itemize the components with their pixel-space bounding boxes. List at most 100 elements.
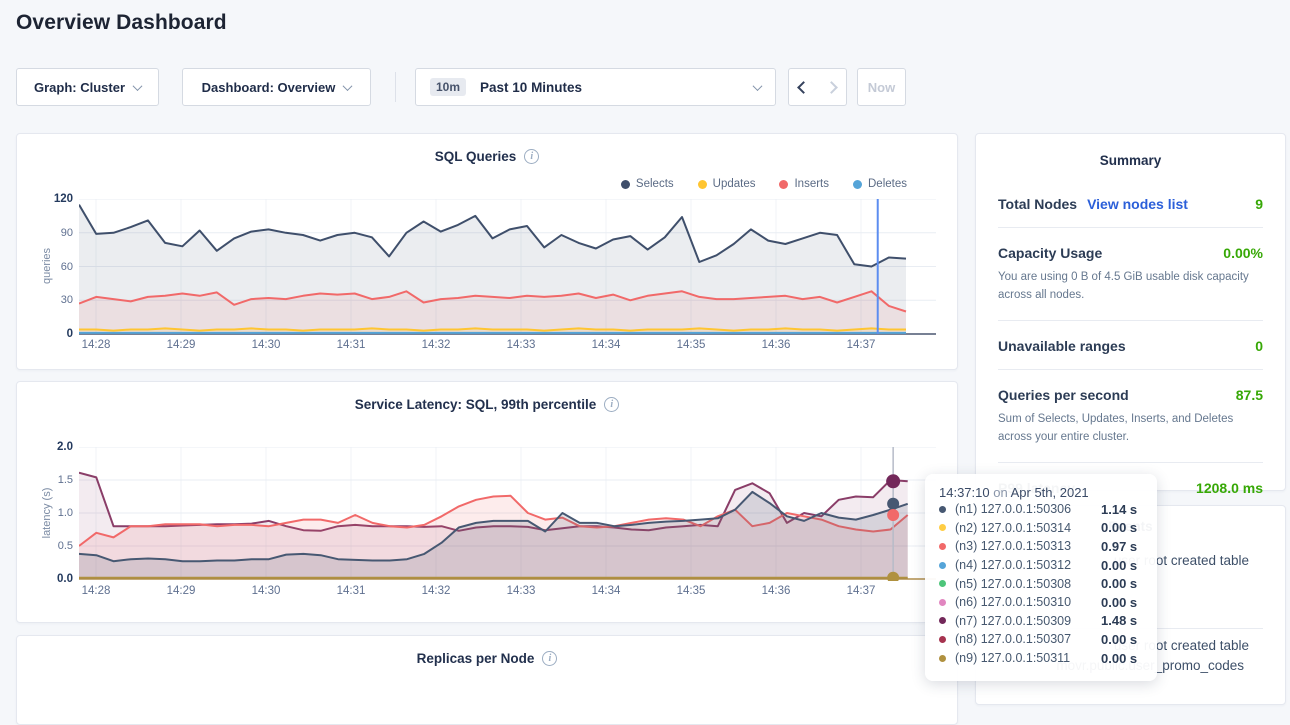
x-tick-label: 14:37 (846, 339, 876, 351)
x-tick-label: 14:37 (846, 585, 876, 597)
service-latency-title: Service Latency: SQL, 99th percentile i (17, 397, 957, 412)
sql-queries-plot[interactable] (78, 198, 936, 341)
node-latency-value: 0.00 s (1101, 576, 1138, 592)
chart-hover-tooltip: 14:37:10 on Apr 5th, 2021 (n1) 127.0.0.1… (925, 474, 1157, 681)
legend-item-inserts[interactable]: Inserts (779, 178, 829, 190)
divider (998, 461, 1263, 463)
node-address: (n8) 127.0.0.1:50307 (955, 632, 1072, 647)
tooltip-timestamp: 14:37:10 on Apr 5th, 2021 (939, 485, 1143, 500)
x-tick-label: 14:30 (251, 339, 281, 351)
legend-dot (620, 179, 630, 189)
x-axis-ticks: 14:28 14:29 14:30 14:31 14:32 14:33 14:34 14:35… (79, 585, 936, 601)
y-tick-label: 0.5 (57, 540, 73, 552)
node-color-dot (939, 617, 946, 625)
y-tick-label: 120 (53, 193, 73, 205)
capacity-label: Capacity Usage (998, 245, 1103, 261)
chart-title-text: Replicas per Node (416, 651, 535, 666)
x-tick-label: 14:33 (506, 585, 536, 597)
chevron-down-icon (132, 80, 143, 91)
chevron-down-icon (342, 80, 353, 91)
legend-label: Inserts (794, 178, 829, 190)
node-address: (n4) 127.0.0.1:50312 (955, 558, 1072, 573)
y-tick-label: 1.5 (57, 474, 73, 486)
sql-queries-title: SQL Queries i (17, 149, 957, 164)
legend-item-updates[interactable]: Updates (697, 178, 755, 190)
node-color-dot (939, 505, 946, 513)
x-tick-label: 14:35 (676, 339, 706, 351)
view-nodes-list-link[interactable]: View nodes list (1087, 196, 1188, 212)
x-tick-label: 14:34 (591, 339, 621, 351)
tooltip-node-row: (n7) 127.0.0.1:50309 1.48 s (939, 612, 1143, 631)
replicas-per-node-card: Replicas per Node i (16, 635, 958, 725)
info-icon[interactable]: i (604, 397, 620, 412)
legend-dot (697, 179, 707, 189)
legend-item-deletes[interactable]: Deletes (853, 178, 907, 190)
node-address: (n9) 127.0.0.1:50311 (955, 651, 1071, 666)
service-latency-plot[interactable] (78, 446, 936, 586)
hover-dot (887, 497, 900, 510)
qps-value: 87.5 (1235, 386, 1263, 403)
time-range-badge: 10m (430, 78, 467, 96)
series-line (78, 471, 908, 532)
summary-title: Summary (1099, 153, 1162, 168)
tooltip-time: 14:37:10 (939, 485, 990, 500)
x-tick-label: 14:32 (421, 339, 451, 351)
node-latency-value: 0.00 s (1101, 594, 1138, 610)
tooltip-node-row: (n9) 127.0.0.1:50311 0.00 s (939, 649, 1143, 668)
now-button[interactable]: Now (857, 68, 906, 106)
qps-label: Queries per second (998, 386, 1129, 403)
chart-canvas[interactable] (78, 198, 936, 336)
info-icon[interactable]: i (542, 651, 558, 666)
x-axis-ticks: 14:28 14:29 14:30 14:31 14:32 14:33 14:34 14:35… (79, 339, 936, 355)
x-tick-label: 14:36 (761, 339, 791, 351)
node-latency-value: 0.00 s (1101, 650, 1138, 666)
node-address: (n3) 127.0.0.1:50313 (955, 539, 1072, 554)
p99-latency-value: 1208.0 ms (1196, 479, 1263, 496)
hover-dot (887, 509, 900, 521)
time-range-label: Past 10 Minutes (480, 79, 583, 95)
y-tick-label: 60 (60, 260, 73, 273)
divider (998, 319, 1263, 321)
chart-title-text: SQL Queries (434, 149, 517, 164)
time-next-button[interactable] (817, 68, 847, 106)
chevron-left-icon (796, 80, 810, 94)
chevron-down-icon (752, 80, 763, 91)
summary-row-unavailable: Unavailable ranges 0 (998, 338, 1263, 354)
tooltip-date: Apr 5th, 2021 (1010, 485, 1089, 500)
graph-dropdown[interactable]: Graph: Cluster (16, 68, 159, 106)
x-tick-label: 14:33 (506, 339, 536, 351)
tooltip-on: on (993, 485, 1008, 500)
capacity-value: 0.00% (1223, 245, 1263, 261)
y-tick-label: 0 (66, 328, 73, 340)
info-icon[interactable]: i (524, 149, 540, 164)
chart-legend: Selects Updates Inserts Deletes (620, 178, 907, 190)
series-line (78, 494, 909, 547)
node-latency-value: 1.48 s (1101, 613, 1138, 629)
legend-item-selects[interactable]: Selects (620, 178, 674, 190)
x-tick-label: 14:35 (676, 585, 706, 597)
node-latency-value: 0.97 s (1101, 538, 1138, 554)
replicas-per-node-title: Replicas per Node i (17, 651, 957, 666)
x-tick-label: 14:36 (761, 585, 791, 597)
sql-queries-card: SQL Queries i Selects Updates Inserts Delet… (16, 133, 958, 370)
x-tick-label: 14:29 (166, 339, 196, 351)
time-prev-button[interactable] (788, 68, 818, 106)
tooltip-node-rows: (n1) 127.0.0.1:50306 1.14 s (n2) 127.0.0.1… (939, 500, 1143, 667)
x-tick-label: 14:31 (336, 585, 366, 597)
y-axis-label: latency (s) (41, 487, 53, 539)
y-tick-label: 30 (60, 294, 73, 307)
node-address: (n2) 127.0.0.1:50314 (955, 520, 1072, 535)
time-range-picker[interactable]: 10m Past 10 Minutes (415, 68, 776, 106)
chart-canvas[interactable] (78, 446, 936, 584)
chevron-right-icon (825, 80, 838, 94)
x-tick-label: 14:30 (251, 585, 281, 597)
node-color-dot (939, 635, 946, 643)
x-tick-label: 14:28 (81, 585, 111, 597)
tooltip-node-row: (n6) 127.0.0.1:50310 0.00 s (939, 593, 1143, 612)
y-tick-label: 2.0 (57, 441, 73, 453)
unavailable-ranges-value: 0 (1255, 337, 1263, 354)
tooltip-node-row: (n3) 127.0.0.1:50313 0.97 s (939, 537, 1143, 556)
tooltip-node-row: (n2) 127.0.0.1:50314 0.00 s (939, 519, 1143, 538)
tooltip-node-row: (n1) 127.0.0.1:50306 1.14 s (939, 500, 1143, 519)
dashboard-dropdown[interactable]: Dashboard: Overview (182, 68, 371, 106)
